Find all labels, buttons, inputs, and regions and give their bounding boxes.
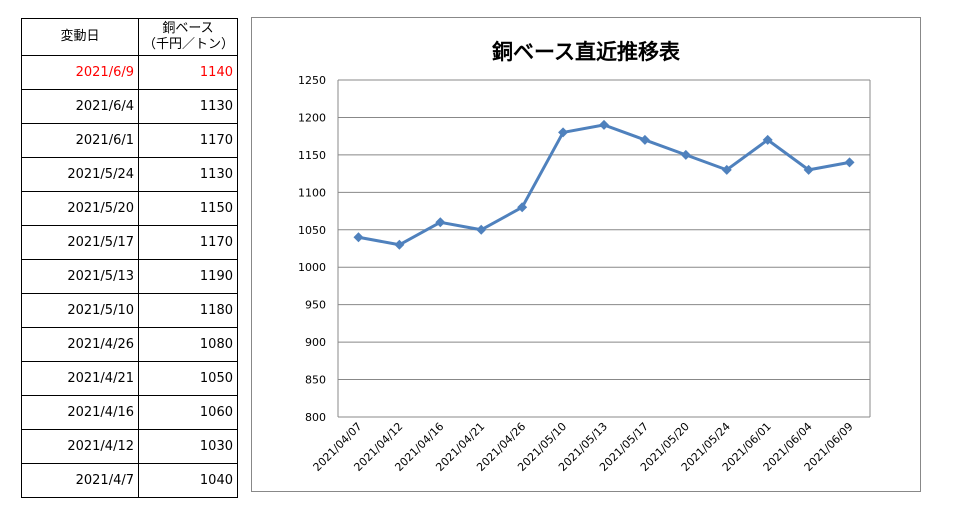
table-row: 2021/5/13 1190 <box>21 259 238 294</box>
table-row: 2021/6/9 1140 <box>21 55 238 90</box>
row-value: 1130 <box>138 89 238 124</box>
table-row: 2021/5/17 1170 <box>21 225 238 260</box>
data-point <box>721 164 732 175</box>
data-point <box>435 217 446 228</box>
table-row: 2021/5/10 1180 <box>21 293 238 328</box>
table-row: 2021/5/24 1130 <box>21 157 238 192</box>
table-row: 2021/4/26 1080 <box>21 327 238 362</box>
y-tick-label: 1100 <box>298 186 326 199</box>
data-point <box>599 119 609 130</box>
table-row: 2021/6/4 1130 <box>21 89 238 124</box>
copper-price-table: 変動日 銅ベース （千円／トン） 2021/6/9 1140 2021/6/4 1130… <box>21 18 238 498</box>
data-point <box>558 127 569 138</box>
table-row: 2021/4/12 1030 <box>21 429 238 464</box>
y-tick-label: 1000 <box>298 261 326 274</box>
y-tick-label: 1050 <box>298 224 326 237</box>
chart-title: 銅ベース直近推移表 <box>492 40 680 64</box>
row-value: 1170 <box>138 123 238 158</box>
row-value: 1080 <box>138 327 238 362</box>
row-value: 1170 <box>138 225 238 260</box>
y-tick-label: 800 <box>305 411 326 424</box>
row-value: 1060 <box>138 395 238 430</box>
table-row: 2021/4/21 1050 <box>21 361 238 396</box>
row-value: 1050 <box>138 361 238 396</box>
header-value-line2: （千円／トン） <box>143 37 235 52</box>
row-value: 1150 <box>138 191 238 226</box>
y-tick-label: 900 <box>305 336 326 349</box>
header-value-line1: 銅ベース <box>162 21 214 36</box>
row-date: 2021/4/21 <box>21 361 139 396</box>
row-date: 2021/5/24 <box>21 157 139 192</box>
row-value: 1040 <box>138 463 238 498</box>
row-date: 2021/4/7 <box>21 463 139 498</box>
y-tick-label: 1250 <box>298 74 326 87</box>
data-point <box>762 134 773 145</box>
line-chart: 8008509009501000105011001150120012502021… <box>298 74 871 474</box>
data-point <box>476 224 487 235</box>
row-date: 2021/6/9 <box>21 55 139 90</box>
data-point <box>517 202 528 213</box>
row-date: 2021/6/4 <box>21 89 139 124</box>
row-date: 2021/5/10 <box>21 293 139 328</box>
row-value: 1180 <box>138 293 238 328</box>
row-date: 2021/6/1 <box>21 123 139 158</box>
y-tick-label: 1200 <box>298 111 326 124</box>
row-value: 1140 <box>138 55 238 90</box>
data-point <box>353 232 364 243</box>
header-value: 銅ベース （千円／トン） <box>138 18 238 56</box>
row-date: 2021/5/17 <box>21 225 139 260</box>
row-date: 2021/4/16 <box>21 395 139 430</box>
row-value: 1190 <box>138 259 238 294</box>
data-point <box>639 134 650 145</box>
table-row: 2021/4/7 1040 <box>21 463 238 498</box>
data-point <box>394 239 405 250</box>
table-row: 2021/4/16 1060 <box>21 395 238 430</box>
y-tick-label: 850 <box>305 374 326 387</box>
y-tick-label: 1150 <box>298 149 326 162</box>
chart-area: 銅ベース直近推移表 800 850 900 950 1000 1050 1100 1150 12… <box>251 17 921 492</box>
y-tick-label: 950 <box>305 299 326 312</box>
table-row: 2021/6/1 1170 <box>21 123 238 158</box>
row-date: 2021/5/13 <box>21 259 139 294</box>
row-date: 2021/4/12 <box>21 429 139 464</box>
data-point <box>844 157 855 168</box>
row-value: 1030 <box>138 429 238 464</box>
series-line <box>358 123 850 247</box>
row-date: 2021/5/20 <box>21 191 139 226</box>
table-row: 2021/5/20 1150 <box>21 191 238 226</box>
row-value: 1130 <box>138 157 238 192</box>
row-date: 2021/4/26 <box>21 327 139 362</box>
data-point <box>680 149 691 160</box>
header-date: 変動日 <box>21 18 139 56</box>
data-point <box>803 164 814 175</box>
